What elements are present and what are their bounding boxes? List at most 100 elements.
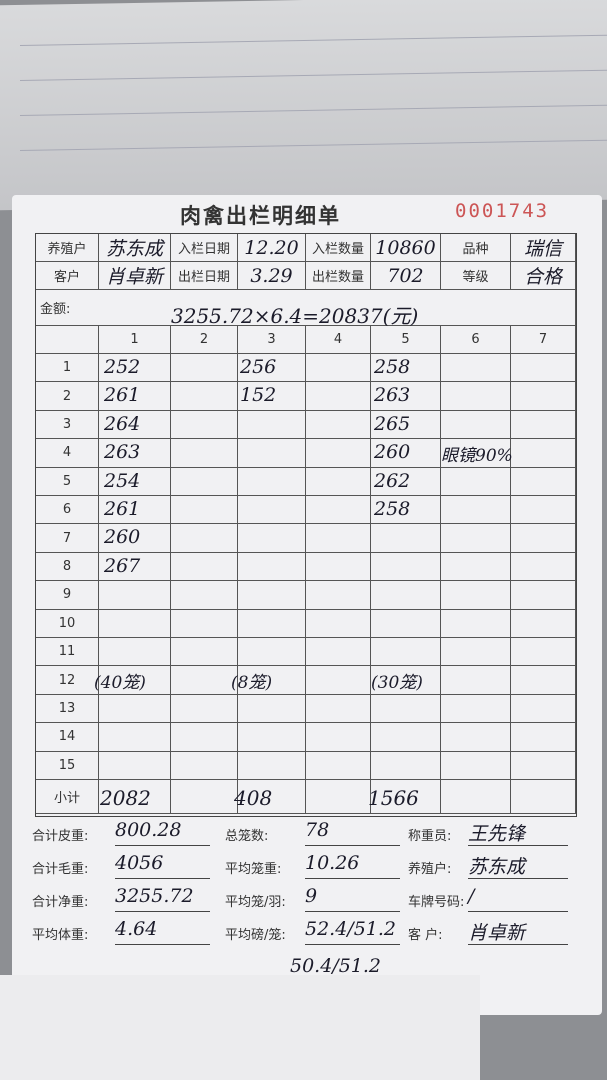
table-cell <box>238 552 306 582</box>
footer-gross-value: 4056 <box>115 852 164 874</box>
table-cell <box>99 354 171 383</box>
header-farmer: 苏东成 <box>99 234 171 262</box>
header-farmer-value: 苏东成 <box>105 238 163 260</box>
table-cell <box>171 439 238 468</box>
table-cell <box>238 382 306 411</box>
table-cell <box>371 694 441 724</box>
table-cell <box>171 552 238 582</box>
table-cell <box>441 609 511 638</box>
table-cell <box>306 467 371 496</box>
footer-tare-value: 800.28 <box>115 819 182 841</box>
table-cell <box>99 581 171 610</box>
column-header-4: 4 <box>306 326 371 354</box>
underline <box>115 944 210 945</box>
table-cell <box>511 439 576 468</box>
table-cell <box>171 467 238 496</box>
table-cell <box>171 496 238 525</box>
table-cell <box>171 638 238 667</box>
table-cell <box>238 666 306 695</box>
row-label: 13 <box>36 694 99 724</box>
weight-entry: 152 <box>240 384 277 407</box>
footer-gross-label: 合计毛重: <box>32 862 89 877</box>
table-cell <box>306 638 371 667</box>
header-breed_label: 品种 <box>441 234 511 262</box>
table-cell <box>371 581 441 610</box>
subtotal-value: 408 <box>234 786 273 810</box>
footer-tare-label: 合计皮重: <box>32 829 89 844</box>
footer-avg_lb-label: 平均磅/笼: <box>225 928 286 943</box>
weight-entry: 265 <box>374 412 411 435</box>
table-cell <box>511 524 576 553</box>
underline <box>115 911 210 912</box>
table-cell <box>306 496 371 525</box>
underline <box>305 911 400 912</box>
header-breed-value: 瑞信 <box>523 238 562 260</box>
header-customer-value: 肖卓新 <box>105 266 163 288</box>
underline <box>468 911 568 912</box>
footer-avg_body-value: 4.64 <box>115 918 158 940</box>
serial-number: 0001743 <box>455 200 550 222</box>
table-cell <box>371 410 441 440</box>
footer-weigher-value: 王先锋 <box>468 823 526 845</box>
weight-entry: 264 <box>104 412 141 435</box>
table-cell <box>306 723 371 752</box>
row-label: 3 <box>36 410 99 440</box>
table-cell <box>511 751 576 780</box>
table-cell <box>99 552 171 582</box>
table-cell <box>306 694 371 724</box>
table-cell <box>511 780 576 814</box>
table-cell <box>441 410 511 440</box>
header-out_date-value: 3.29 <box>250 264 293 287</box>
row-label: 9 <box>36 581 99 610</box>
row-label: 4 <box>36 439 99 468</box>
table-cell <box>511 581 576 610</box>
underline <box>305 845 400 846</box>
table-cell <box>371 439 441 468</box>
weight-entry: 260 <box>104 526 141 549</box>
table-cell <box>371 780 441 814</box>
form-title: 肉禽出栏明细单 <box>180 203 341 228</box>
underline <box>468 878 568 879</box>
table-cell <box>511 609 576 638</box>
row-label: 5 <box>36 467 99 496</box>
table-cell <box>511 552 576 582</box>
column-header-5: 5 <box>371 326 441 354</box>
row-label: 14 <box>36 723 99 752</box>
weight-entry: 252 <box>104 356 141 378</box>
table-cell <box>238 354 306 383</box>
header-in_date: 12.20 <box>238 234 306 262</box>
row-label: 小计 <box>36 780 99 814</box>
header-out_date_label: 出栏日期 <box>171 262 238 290</box>
footer-net-value: 3255.72 <box>115 885 194 907</box>
table-cell <box>171 751 238 780</box>
table-cell <box>171 410 238 440</box>
table-cell <box>441 751 511 780</box>
header-out_qty_label: 出栏数量 <box>306 262 371 290</box>
table-cell <box>238 609 306 638</box>
column-header-7: 7 <box>511 326 576 354</box>
weight-entry: 261 <box>104 498 141 520</box>
underline <box>115 878 210 879</box>
table-cell <box>511 496 576 525</box>
row-label: 8 <box>36 552 99 582</box>
table-cell <box>238 467 306 496</box>
row-label: 2 <box>36 382 99 411</box>
footer-weigher-label: 称重员: <box>408 829 452 844</box>
subtotal-value: 2082 <box>100 786 151 810</box>
weight-entry: 258 <box>374 498 411 520</box>
table-cell <box>441 638 511 667</box>
weight-entry: 254 <box>104 469 141 492</box>
underline <box>468 845 568 846</box>
table-cell <box>238 694 306 724</box>
footer-farmer-value: 苏东成 <box>468 856 526 878</box>
header-customer_label: 客户 <box>36 262 99 290</box>
header-grade: 合格 <box>511 262 576 290</box>
table-cell <box>238 751 306 780</box>
table-cell <box>171 524 238 553</box>
table-cell <box>99 467 171 496</box>
table-cell <box>306 751 371 780</box>
table-cell <box>441 694 511 724</box>
cage-count: (30笼) <box>371 673 423 694</box>
table-cell <box>99 496 171 525</box>
table-cell <box>306 439 371 468</box>
